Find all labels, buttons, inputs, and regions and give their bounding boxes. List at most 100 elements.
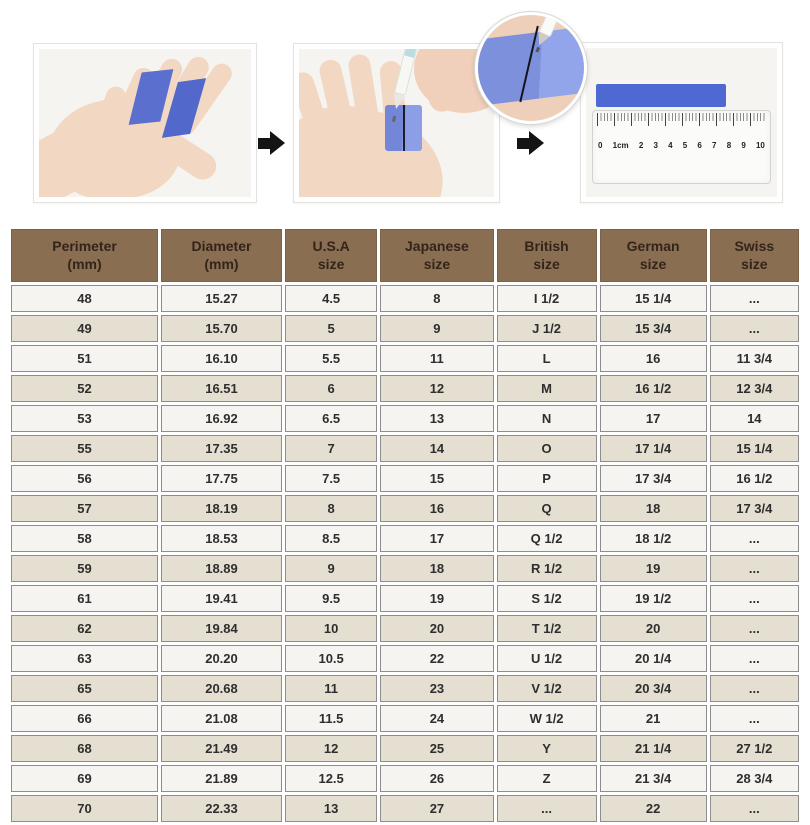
cell-swiss-size: ... <box>709 285 799 312</box>
paper-strip-closeup <box>478 24 584 108</box>
ruler-tick-label: 3 <box>653 141 658 150</box>
cell-usa-size: 13 <box>284 795 378 822</box>
photo-step2-mark-strip <box>293 43 500 203</box>
cell-usa-size: 8 <box>284 495 378 522</box>
cell-swiss-size: ... <box>709 555 799 582</box>
cell-perimeter: 57 <box>11 495 159 522</box>
cell-british-size: ... <box>496 795 597 822</box>
cell-perimeter: 52 <box>11 375 159 402</box>
cell-german-size: 16 <box>599 345 707 372</box>
photo-step1-cut-strips <box>33 43 257 203</box>
cell-usa-size: 12 <box>284 735 378 762</box>
cell-japanese-size: 25 <box>380 735 494 762</box>
ruler-tick-label: 6 <box>697 141 702 150</box>
cell-british-size: R 1/2 <box>496 555 597 582</box>
cell-swiss-size: 11 3/4 <box>709 345 799 372</box>
cell-usa-size: 11 <box>284 675 378 702</box>
cell-german-size: 20 1/4 <box>599 645 707 672</box>
cell-swiss-size: ... <box>709 675 799 702</box>
cell-japanese-size: 24 <box>380 705 494 732</box>
cell-german-size: 21 1/4 <box>599 735 707 762</box>
cell-diameter: 20.20 <box>161 645 282 672</box>
cell-usa-size: 9.5 <box>284 585 378 612</box>
cell-japanese-size: 18 <box>380 555 494 582</box>
cell-usa-size: 7 <box>284 435 378 462</box>
cell-perimeter: 70 <box>11 795 159 822</box>
ruler-tick-label: 7 <box>712 141 717 150</box>
arrow-shaft <box>258 137 270 149</box>
cell-swiss-size: ... <box>709 795 799 822</box>
cell-german-size: 17 3/4 <box>599 465 707 492</box>
cell-usa-size: 10.5 <box>284 645 378 672</box>
photo-background <box>39 49 251 197</box>
cell-diameter: 18.53 <box>161 525 282 552</box>
table-row: 59 18.89 9 18 R 1/2 19 ... <box>11 555 799 582</box>
cell-perimeter: 58 <box>11 525 159 552</box>
cell-diameter: 20.68 <box>161 675 282 702</box>
arrow-head <box>529 131 544 155</box>
ruler-tick-label: 2 <box>638 141 644 150</box>
measurement-steps: 0 1cm 2 3 4 5 6 7 8 9 10 <box>0 0 810 226</box>
cell-german-size: 21 <box>599 705 707 732</box>
cell-usa-size: 10 <box>284 615 378 642</box>
cell-perimeter: 53 <box>11 405 159 432</box>
cell-diameter: 21.49 <box>161 735 282 762</box>
ruler-tick-label: 9 <box>741 141 746 150</box>
cell-diameter: 16.10 <box>161 345 282 372</box>
cell-japanese-size: 11 <box>380 345 494 372</box>
cell-perimeter: 59 <box>11 555 159 582</box>
cell-british-size: V 1/2 <box>496 675 597 702</box>
cell-japanese-size: 12 <box>380 375 494 402</box>
cell-diameter: 18.89 <box>161 555 282 582</box>
cell-british-size: M <box>496 375 597 402</box>
cell-diameter: 17.75 <box>161 465 282 492</box>
cell-perimeter: 66 <box>11 705 159 732</box>
ruler-tick-label: 1cm <box>612 141 629 150</box>
cell-perimeter: 51 <box>11 345 159 372</box>
cell-diameter: 19.41 <box>161 585 282 612</box>
cell-diameter: 21.89 <box>161 765 282 792</box>
ruler-tick-label: 4 <box>668 141 673 150</box>
column-header: German size <box>599 229 707 282</box>
cell-swiss-size: 15 1/4 <box>709 435 799 462</box>
cell-japanese-size: 22 <box>380 645 494 672</box>
table-row: 61 19.41 9.5 19 S 1/2 19 1/2 ... <box>11 585 799 612</box>
ring-size-chart: Perimeter (mm) Diameter (mm) U.S.A size Jap… <box>0 226 810 825</box>
cell-japanese-size: 26 <box>380 765 494 792</box>
zoom-inset-circle <box>475 12 587 124</box>
column-header: Swiss size <box>709 229 799 282</box>
cell-british-size: P <box>496 465 597 492</box>
cell-perimeter: 63 <box>11 645 159 672</box>
cell-swiss-size: ... <box>709 705 799 732</box>
cell-usa-size: 4.5 <box>284 285 378 312</box>
cell-diameter: 19.84 <box>161 615 282 642</box>
cell-german-size: 19 <box>599 555 707 582</box>
header-row: Perimeter (mm) Diameter (mm) U.S.A size Jap… <box>11 229 799 282</box>
cell-japanese-size: 20 <box>380 615 494 642</box>
ruler: 0 1cm 2 3 4 5 6 7 8 9 10 <box>592 110 771 184</box>
cell-swiss-size: ... <box>709 315 799 342</box>
cell-diameter: 21.08 <box>161 705 282 732</box>
cell-japanese-size: 17 <box>380 525 494 552</box>
table-row: 68 21.49 12 25 Y 21 1/4 27 1/2 <box>11 735 799 762</box>
ring-size-table: Perimeter (mm) Diameter (mm) U.S.A size Jap… <box>8 226 802 825</box>
table-row: 57 18.19 8 16 Q 18 17 3/4 <box>11 495 799 522</box>
cell-japanese-size: 15 <box>380 465 494 492</box>
cell-diameter: 15.70 <box>161 315 282 342</box>
cell-german-size: 16 1/2 <box>599 375 707 402</box>
photo-background: 0 1cm 2 3 4 5 6 7 8 9 10 <box>586 48 777 197</box>
table-row: 69 21.89 12.5 26 Z 21 3/4 28 3/4 <box>11 765 799 792</box>
cell-japanese-size: 19 <box>380 585 494 612</box>
arrow-right-icon <box>258 131 285 155</box>
ruler-tick-label: 0 <box>598 141 603 150</box>
table-row: 49 15.70 5 9 J 1/2 15 3/4 ... <box>11 315 799 342</box>
cell-german-size: 18 <box>599 495 707 522</box>
cell-diameter: 16.92 <box>161 405 282 432</box>
cell-japanese-size: 13 <box>380 405 494 432</box>
column-header: Diameter (mm) <box>161 229 282 282</box>
cell-german-size: 17 <box>599 405 707 432</box>
ruler-major-ticks <box>597 113 766 126</box>
table-row: 66 21.08 11.5 24 W 1/2 21 ... <box>11 705 799 732</box>
cell-perimeter: 65 <box>11 675 159 702</box>
cell-british-size: L <box>496 345 597 372</box>
